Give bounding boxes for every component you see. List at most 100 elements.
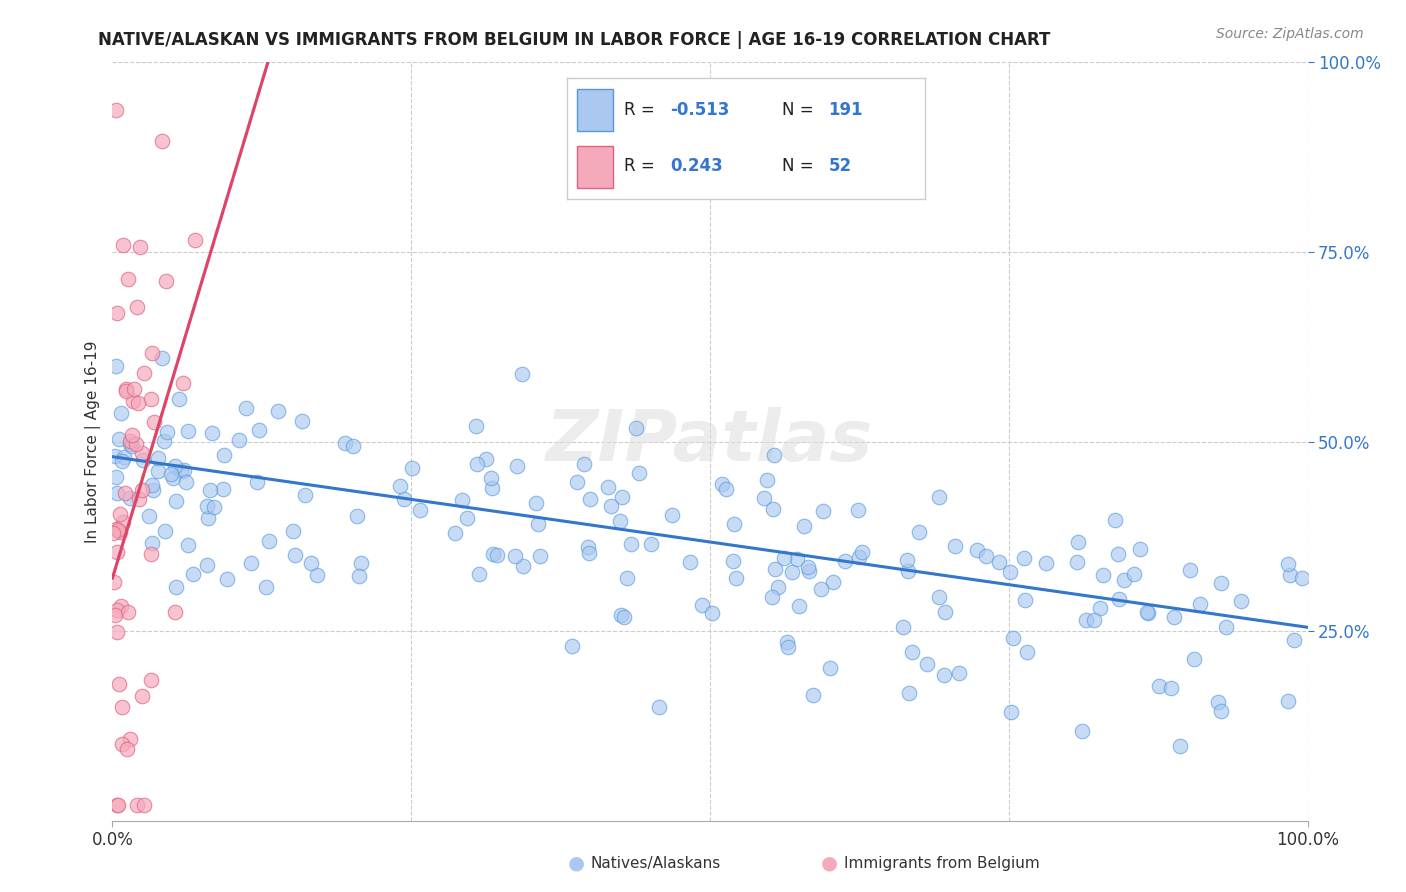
Point (1071, 723, 1094, 738)
Point (778, 640, 800, 654)
Point (114, 382, 136, 396)
Point (111, 737, 134, 751)
Point (846, 503, 869, 517)
Point (948, 665, 970, 680)
Point (108, 507, 131, 521)
Point (1014, 593, 1036, 607)
Point (820, 661, 842, 675)
Point (567, 475, 589, 490)
Point (134, 367, 156, 381)
Point (1136, 606, 1159, 620)
Point (299, 556, 322, 570)
Point (131, 446, 153, 460)
Point (246, 475, 269, 490)
Text: ●: ● (568, 854, 585, 873)
Point (162, 471, 184, 485)
Point (181, 567, 204, 582)
Point (401, 460, 423, 475)
Point (197, 511, 219, 525)
Point (529, 549, 551, 564)
Point (174, 475, 197, 490)
Point (851, 545, 873, 559)
Point (153, 524, 176, 538)
Point (127, 395, 149, 409)
Point (786, 551, 808, 566)
Point (610, 608, 633, 623)
Text: Immigrants from Belgium: Immigrants from Belgium (844, 856, 1039, 871)
Point (648, 700, 671, 714)
Point (1215, 620, 1237, 634)
Point (1282, 633, 1305, 648)
Point (107, 798, 129, 813)
Point (599, 500, 621, 514)
Point (129, 240, 152, 254)
Point (120, 491, 142, 505)
Point (896, 553, 918, 567)
Point (112, 450, 135, 464)
Point (105, 306, 128, 320)
Point (763, 562, 786, 576)
Point (1035, 557, 1057, 571)
Point (110, 406, 132, 420)
Point (291, 414, 314, 428)
Point (254, 580, 277, 594)
Point (104, 607, 127, 622)
Point (1160, 681, 1182, 695)
Point (891, 620, 914, 634)
Point (1067, 534, 1090, 549)
Point (486, 549, 509, 563)
Point (112, 515, 135, 529)
Point (451, 492, 474, 507)
Text: ZIPatlas: ZIPatlas (547, 407, 873, 476)
Point (934, 605, 956, 619)
Point (823, 574, 845, 589)
Point (103, 526, 125, 541)
Point (1209, 704, 1232, 718)
Point (141, 346, 163, 360)
Point (505, 549, 527, 564)
Point (105, 624, 128, 639)
Point (624, 420, 647, 434)
Point (1168, 739, 1191, 753)
Point (481, 481, 503, 495)
Point (111, 700, 134, 714)
Point (797, 564, 820, 578)
Point (215, 572, 238, 586)
Point (212, 448, 235, 462)
Point (943, 539, 966, 553)
Point (235, 401, 257, 415)
Text: ●: ● (821, 854, 838, 873)
Point (506, 459, 529, 474)
Point (1184, 652, 1206, 666)
Point (121, 439, 143, 453)
Point (793, 518, 815, 533)
Point (257, 533, 280, 548)
Point (692, 598, 714, 612)
Point (132, 798, 155, 813)
Point (105, 486, 128, 500)
Point (120, 434, 142, 449)
Point (294, 488, 316, 502)
Point (105, 522, 128, 536)
Point (1277, 694, 1299, 708)
Point (901, 645, 924, 659)
Text: Natives/Alaskans: Natives/Alaskans (591, 856, 721, 871)
Point (761, 590, 783, 604)
Point (141, 478, 163, 492)
Point (165, 580, 187, 594)
Point (811, 504, 834, 518)
Point (163, 459, 186, 474)
Point (349, 557, 371, 571)
Point (104, 449, 127, 463)
Point (146, 464, 169, 478)
Point (561, 639, 583, 653)
Point (142, 483, 165, 498)
Point (1083, 613, 1105, 627)
Point (482, 547, 505, 561)
Point (389, 479, 412, 493)
Point (907, 525, 929, 540)
Point (132, 453, 155, 467)
Point (125, 798, 148, 813)
Text: NATIVE/ALASKAN VS IMMIGRANTS FROM BELGIUM IN LABOR FORCE | AGE 16-19 CORRELATION: NATIVE/ALASKAN VS IMMIGRANTS FROM BELGIU… (98, 31, 1050, 49)
Point (114, 384, 136, 398)
